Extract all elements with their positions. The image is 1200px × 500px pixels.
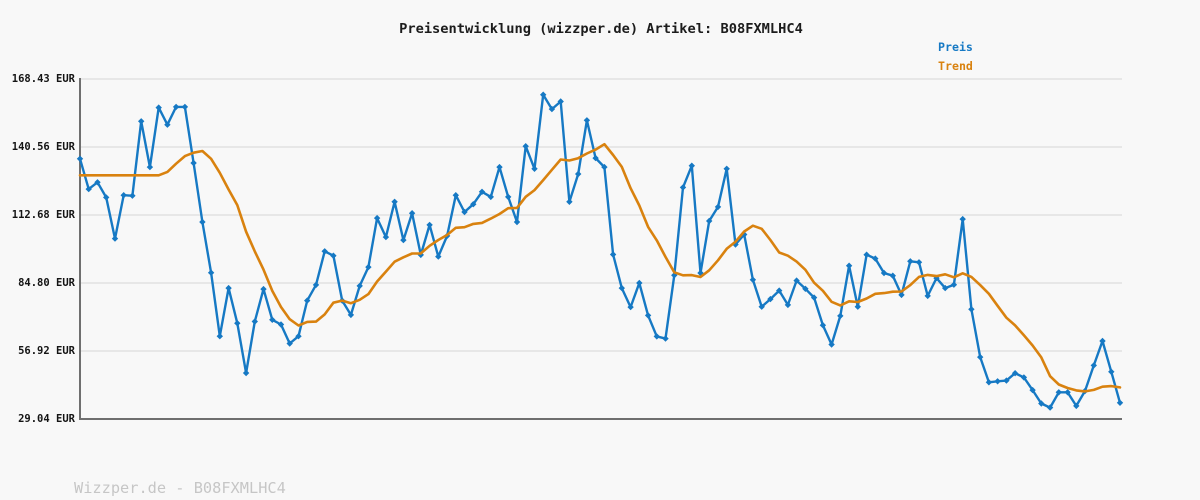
y-tick-label: 29.04 EUR <box>18 413 75 425</box>
y-tick-label: 112.68 EUR <box>11 208 75 221</box>
legend-item-trend: Trend <box>938 58 973 73</box>
watermark-text: Wizzper.de - B08FXMLHC4 <box>74 479 286 497</box>
y-tick-label: 168.43 EUR <box>11 73 75 85</box>
preis-line <box>78 93 1122 409</box>
legend-item-preis: Preis <box>938 40 973 54</box>
trend-line <box>78 142 1122 393</box>
y-tick-label: 56.92 EUR <box>18 344 75 357</box>
chart-title: Preisentwicklung (wizzper.de) Artikel: B… <box>399 21 803 37</box>
y-tick-label: 84.80 EUR <box>18 276 75 289</box>
y-tick-label: 140.56 EUR <box>11 140 75 153</box>
